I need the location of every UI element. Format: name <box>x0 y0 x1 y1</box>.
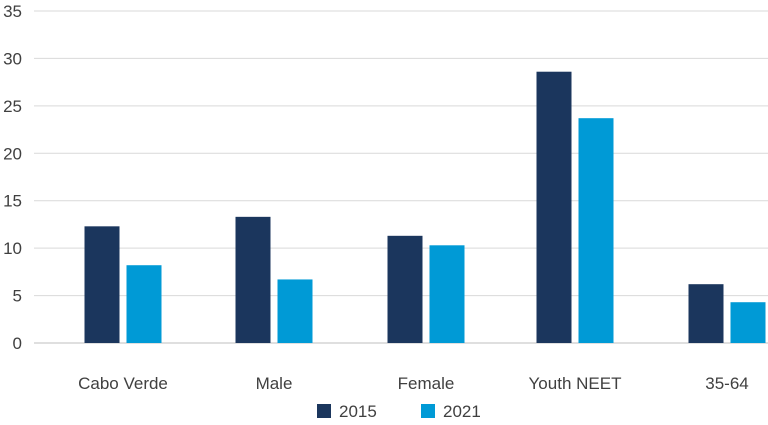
bar-2015-cabo-verde <box>84 226 120 343</box>
y-tick-label: 5 <box>13 287 22 306</box>
category-label: Cabo Verde <box>78 374 168 393</box>
y-tick-label: 35 <box>3 2 22 21</box>
category-label: Youth NEET <box>529 374 622 393</box>
bar-2021-youth-neet <box>578 118 614 343</box>
legend: 2015 2021 <box>317 402 481 421</box>
y-tick-label: 25 <box>3 97 22 116</box>
category-label: Male <box>256 374 293 393</box>
bar-2015-35-64 <box>688 284 724 343</box>
y-tick-label: 30 <box>3 49 22 68</box>
y-tick-label: 0 <box>13 334 22 353</box>
y-tick-label: 20 <box>3 144 22 163</box>
legend-label-2015: 2015 <box>339 402 377 421</box>
y-axis-ticks: 0 5 10 15 20 25 30 35 <box>3 2 22 353</box>
bar-2015-female <box>387 235 423 343</box>
bar-2021-cabo-verde <box>126 265 162 343</box>
category-label: 35-64 <box>705 374 748 393</box>
legend-swatch-2021 <box>421 404 435 418</box>
category-label: Female <box>398 374 455 393</box>
bar-2015-male <box>235 216 271 343</box>
y-tick-label: 10 <box>3 239 22 258</box>
y-tick-label: 15 <box>3 192 22 211</box>
legend-swatch-2015 <box>317 404 331 418</box>
bar-2021-male <box>277 279 313 343</box>
x-axis-categories: Cabo Verde Male Female Youth NEET 35-64 <box>78 374 749 393</box>
bars <box>84 71 766 344</box>
bar-2015-youth-neet <box>536 71 572 344</box>
bar-2021-female <box>429 245 465 343</box>
legend-label-2021: 2021 <box>443 402 481 421</box>
bar-2021-35-64 <box>730 302 766 343</box>
